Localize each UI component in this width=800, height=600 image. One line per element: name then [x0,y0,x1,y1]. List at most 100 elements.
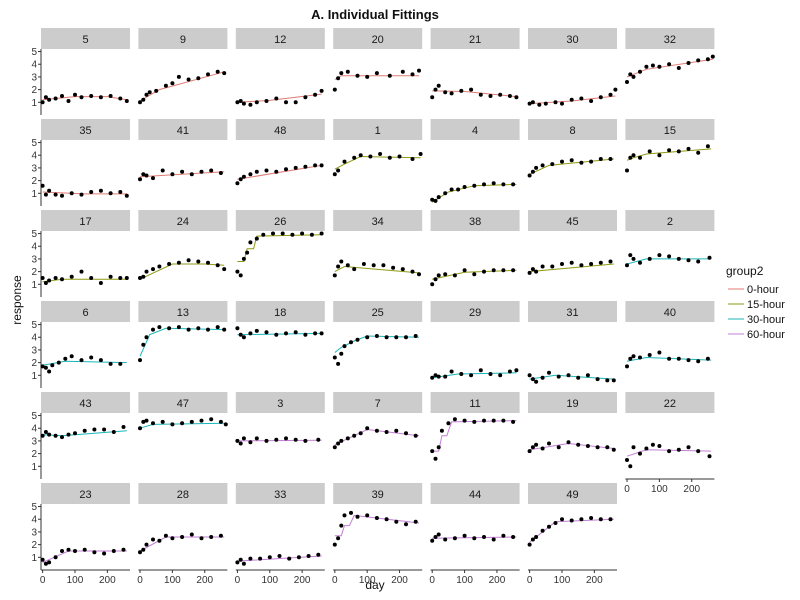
data-point [696,359,701,364]
data-point [313,331,318,336]
data-point [138,100,142,105]
data-point [319,231,324,236]
facet-strip [333,119,423,140]
data-point [566,440,571,445]
panel-25: 25 [332,301,423,366]
panel-43: 43 1 2 34 5 [31,392,130,479]
facet-strip [41,119,130,140]
data-point [560,159,564,164]
data-point [274,437,279,442]
facet-label: 48 [274,125,286,137]
y-tick-label: 4 [31,515,37,526]
data-point [598,260,603,265]
data-point [667,449,672,454]
y-tick-label: 2 [31,267,37,278]
data-point [589,262,594,266]
facet-strip [528,392,617,413]
data-point [644,64,649,69]
facet-strip [528,119,617,140]
data-point [293,330,298,335]
data-point [280,231,285,236]
facet-label: 4 [472,125,478,137]
y-tick-label: 5 [31,47,37,58]
facet-strip [235,483,325,504]
panel-30: 30 [527,28,618,107]
data-point [547,524,551,529]
y-tick-label: 4 [31,242,37,253]
data-point [647,256,652,261]
data-point [274,332,279,337]
data-point [547,441,551,446]
facet-strip [528,210,617,231]
panel-48: 48 [235,119,325,186]
data-point [339,351,344,356]
x-tick-label: 0 [332,575,338,586]
data-point [248,172,253,177]
panel-39: 39 0 100 200 [332,483,423,586]
data-point [417,68,421,73]
fit-line [139,327,225,357]
panel-35: 35 1 2 34 5 [31,119,130,206]
data-point [710,54,715,59]
data-point [631,445,636,450]
data-point [605,445,610,450]
data-point [355,337,360,342]
data-point [50,363,55,368]
data-point [511,419,516,424]
data-point [462,418,467,423]
fit-line [42,278,127,283]
facet-label: 6 [82,307,88,319]
data-point [108,94,113,98]
panel-4: 4 [430,119,520,203]
panel-11: 11 [430,392,520,461]
data-point [254,328,259,333]
data-point [482,535,486,539]
data-point [378,152,383,156]
legend-label: 60-hour [747,329,785,341]
data-point [667,62,672,67]
data-point [410,157,415,161]
data-point [98,281,103,285]
data-point [43,281,48,285]
data-point [638,155,642,160]
facet-strip [625,119,715,140]
data-point [151,176,155,181]
data-point [264,168,269,173]
data-point [141,97,146,102]
data-point [186,327,191,332]
x-tick-label: 200 [391,575,408,586]
data-point [138,426,142,431]
data-point [459,88,464,93]
data-point [608,517,613,522]
panel-38: 38 [430,210,520,287]
data-point [215,69,220,74]
data-point [433,456,438,461]
data-point [478,368,483,373]
panel-6: 6 1 2 34 5 [31,301,130,388]
data-point [491,268,496,273]
data-point [676,149,681,154]
data-point [469,373,474,378]
data-point [189,172,194,177]
data-point [241,174,246,179]
data-point [180,535,185,539]
facet-label: 44 [469,489,481,501]
facet-label: 39 [372,489,384,501]
data-point [352,267,357,272]
data-point [170,172,175,177]
data-point [82,428,87,433]
data-point [644,446,649,451]
facet-strip [430,28,520,49]
data-point [141,172,146,177]
data-point [89,190,94,194]
data-point [430,538,435,543]
data-point [241,256,246,261]
data-point [638,355,642,360]
data-point [433,87,438,92]
data-point [303,164,308,169]
data-point [527,373,532,378]
x-tick-label: 0 [429,575,435,586]
data-point [342,513,347,518]
data-point [358,153,363,158]
